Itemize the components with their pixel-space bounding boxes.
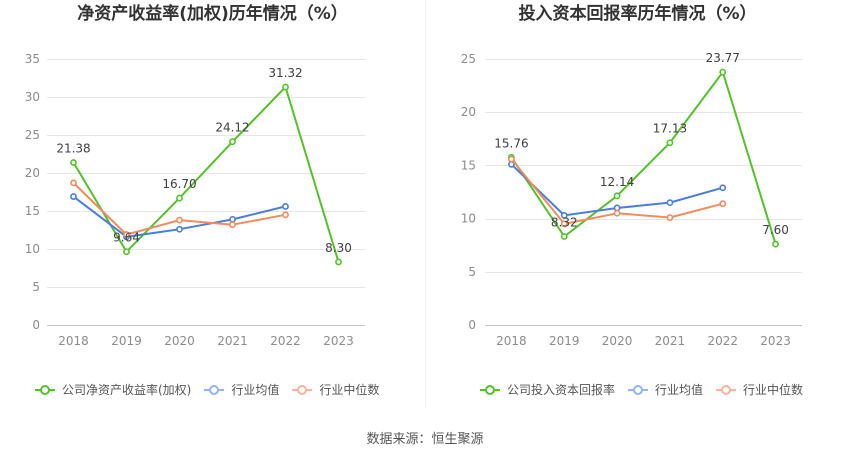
industry-average-data-point [229, 215, 236, 223]
legend-item-industry-average[interactable]: 行业均值 [628, 382, 703, 398]
company-data-label: 16.70 [162, 177, 196, 191]
industry-median-data-point [123, 231, 130, 238]
industry-median-data-point [560, 220, 568, 228]
y-tick-label: 25 [461, 52, 476, 66]
company-data-label: 9.64 [113, 231, 140, 245]
industry-median-data-point [70, 179, 77, 187]
y-tick-label: 5 [32, 280, 40, 294]
y-tick-label: 10 [461, 212, 476, 226]
x-tick-label: 2018 [58, 334, 89, 348]
legend-label: 行业中位数 [743, 383, 804, 397]
roic-chart-plot: 0 5 10 15 20 25 2018 2019 2020 2021 2022 2023 15.76 8… [461, 51, 802, 348]
industry-median-data-point [508, 155, 515, 163]
x-tick-label: 2022 [270, 334, 301, 348]
company-series-line [510, 71, 777, 245]
industry-average-data-point [176, 225, 183, 233]
y-tick-label: 5 [468, 265, 476, 279]
roic-chart-legend: 公司投入资本回报率 行业均值 行业中位数 [480, 381, 803, 399]
x-tick-label: 2023 [760, 334, 791, 348]
company-data-point [719, 68, 727, 76]
roic-chart-title: 投入资本回报率历年情况（%） [518, 4, 757, 24]
legend-label: 行业中位数 [319, 383, 380, 397]
industry-average-data-point [70, 193, 77, 200]
company-data-point [666, 139, 674, 147]
industry-median-data-point [229, 221, 236, 229]
roe-chart-legend: 公司净资产收益率(加权) 行业均值 行业中位数 [35, 381, 379, 399]
industry-median-data-point [613, 209, 621, 217]
x-tick-label: 2020 [164, 334, 195, 348]
line-marker-icon [35, 385, 55, 395]
legend-item-industry-median[interactable]: 行业中位数 [716, 382, 803, 398]
industry-average-data-point [560, 212, 568, 219]
company-data-point [560, 233, 568, 240]
line-marker-icon [628, 385, 649, 395]
line-marker-icon [480, 385, 500, 395]
y-tick-label: 0 [468, 318, 476, 332]
roe-chart-plot: 0 5 10 15 20 25 30 35 2018 2019 2020 2021 2022 2023 21… [25, 52, 365, 348]
industry-average-data-point [719, 184, 727, 192]
x-tick-label: 2018 [496, 334, 527, 348]
line-marker-icon [716, 385, 737, 395]
industry-median-data-point [176, 216, 183, 224]
x-tick-label: 2019 [549, 334, 580, 348]
y-tick-label: 10 [25, 242, 40, 256]
company-data-label: 12.14 [600, 175, 634, 189]
company-data-label: 23.77 [706, 51, 740, 65]
x-tick-label: 2020 [602, 334, 633, 348]
legend-item-industry-median[interactable]: 行业中位数 [292, 382, 379, 398]
legend-item-company-roic[interactable]: 公司投入资本回报率 [480, 382, 615, 398]
y-tick-label: 20 [461, 105, 476, 119]
legend-label: 行业均值 [655, 383, 704, 397]
company-data-label: 31.32 [268, 66, 302, 80]
company-data-point [282, 83, 289, 91]
x-tick-label: 2023 [323, 334, 354, 348]
y-tick-label: 25 [25, 128, 40, 142]
industry-median-data-point [666, 214, 674, 221]
company-data-label: 8.32 [551, 215, 578, 229]
industry-median-data-point [719, 200, 727, 208]
company-data-point [613, 192, 621, 200]
company-data-point [229, 138, 236, 146]
company-data-label: 21.38 [56, 142, 90, 156]
company-data-label: 24.12 [215, 121, 249, 135]
company-data-point [70, 159, 77, 166]
company-data-label: 8.30 [325, 241, 352, 255]
industry-average-data-point [666, 199, 674, 207]
line-marker-icon [292, 385, 313, 395]
industry-average-data-point [282, 203, 289, 210]
industry-average-data-point [613, 204, 621, 212]
data-source-note: 数据来源：恒生聚源 [366, 432, 484, 447]
company-data-label: 7.60 [762, 223, 789, 237]
legend-label: 公司投入资本回报率 [507, 383, 616, 397]
x-tick-label: 2019 [111, 334, 142, 348]
industry-median-data-point [282, 211, 289, 219]
y-tick-label: 15 [25, 204, 40, 218]
company-data-label: 17.13 [653, 122, 687, 136]
company-data-point [123, 248, 130, 256]
x-tick-label: 2021 [217, 334, 248, 348]
roe-chart-title: 净资产收益率(加权)历年情况（%） [77, 4, 348, 24]
company-data-point [772, 240, 779, 248]
chart-divider [425, 0, 426, 408]
x-tick-label: 2021 [655, 334, 686, 348]
legend-label: 行业均值 [231, 383, 280, 397]
legend-item-industry-average[interactable]: 行业均值 [204, 382, 279, 398]
company-data-point [176, 194, 183, 202]
y-tick-label: 35 [25, 52, 40, 66]
y-tick-label: 30 [25, 90, 40, 104]
company-data-point [335, 258, 342, 266]
company-data-label: 15.76 [494, 136, 528, 150]
legend-label: 公司净资产收益率(加权) [62, 383, 192, 397]
x-tick-label: 2022 [707, 334, 738, 348]
y-tick-label: 0 [32, 318, 40, 332]
y-tick-label: 20 [25, 166, 40, 180]
company-series-line [72, 86, 340, 263]
legend-item-company-roe[interactable]: 公司净资产收益率(加权) [35, 382, 191, 398]
y-tick-label: 15 [461, 158, 476, 172]
line-marker-icon [204, 385, 225, 395]
